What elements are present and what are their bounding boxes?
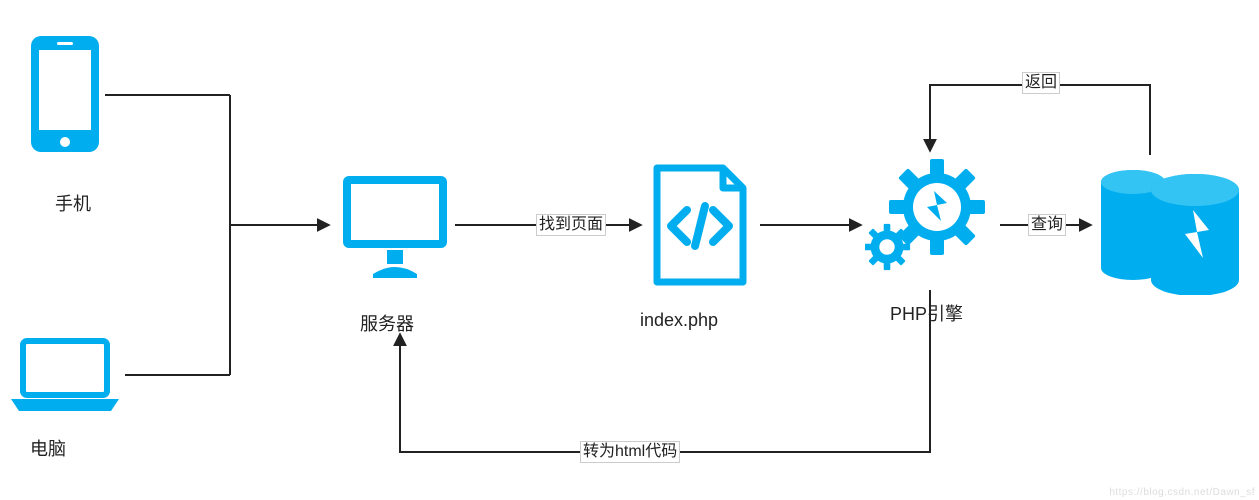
laptop-icon [5,335,125,415]
edge-label-return: 返回 [1022,72,1060,94]
caption-engine: PHP引擎 [890,300,963,326]
edge-label-query: 查询 [1028,214,1066,236]
caption-server: 服务器 [360,310,414,336]
caption-phone: 手机 [55,190,91,216]
diagram-canvas: 手机 电脑 服务器 index.php [0,0,1259,500]
phone-icon [25,32,105,157]
watermark: https://blog.csdn.net/Dawn_sf [1109,487,1255,498]
node-engine [865,155,995,280]
codefile-icon [645,160,755,290]
node-server [335,170,455,285]
edge-label-to-html: 转为html代码 [580,441,680,463]
gears-icon [865,155,995,275]
connectors [0,0,1259,500]
caption-page: index.php [640,310,718,331]
node-page [645,160,755,295]
node-laptop [5,335,125,420]
monitor-icon [335,170,455,280]
node-phone [25,32,105,162]
caption-laptop: 电脑 [30,435,66,461]
database-icon [1095,160,1250,295]
edge-label-find-page: 找到页面 [536,214,606,236]
node-db [1095,160,1250,300]
